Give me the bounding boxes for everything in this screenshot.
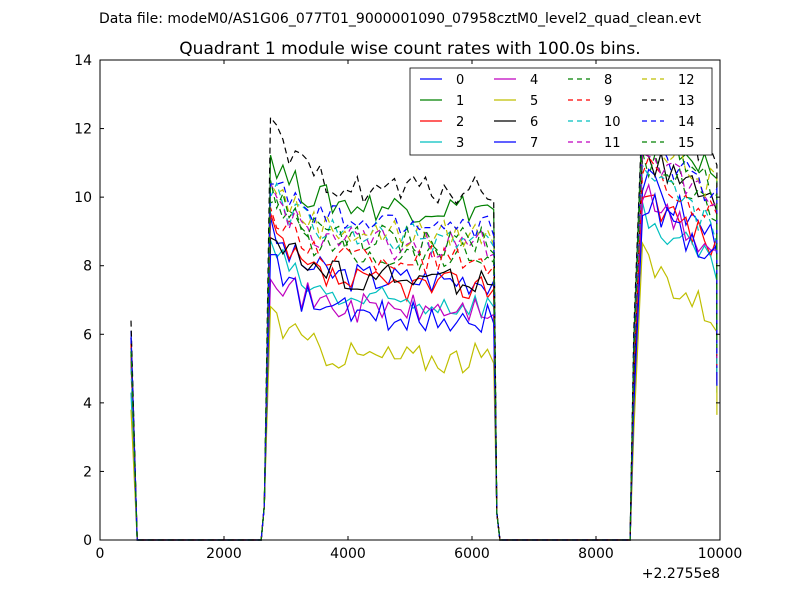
legend-label: 9 [604,94,612,109]
figure-suptitle: Data file: modeM0/AS1G06_077T01_90000010… [99,11,701,27]
legend-label: 3 [456,136,464,151]
chart-title: Quadrant 1 module wise count rates with … [179,39,640,59]
series-line-13 [130,91,718,541]
series-line-11 [130,152,718,541]
series-line-9 [130,155,718,541]
legend-label: 5 [530,94,538,109]
y-tick-label: 4 [83,396,92,412]
legend-label: 2 [456,115,464,130]
series-line-4 [130,182,718,541]
y-tick-label: 0 [83,533,92,549]
series-line-15 [130,121,718,541]
x-tick-label: 8000 [578,546,614,562]
series-line-10 [130,163,718,541]
legend-label: 6 [530,115,538,130]
y-tick-label: 12 [74,122,92,138]
legend-label: 10 [604,115,621,130]
legend-label: 8 [604,73,612,88]
legend-label: 4 [530,73,538,88]
series-layer [130,91,718,541]
legend-label: 13 [678,94,695,109]
legend-label: 15 [678,136,695,151]
series-line-12 [130,120,718,541]
y-tick-label: 2 [83,464,92,480]
x-offset-label: +2.2755e8 [642,566,720,582]
plot-frame [99,59,721,541]
series-line-5 [130,241,718,541]
y-tick-label: 14 [74,53,92,69]
legend-label: 7 [530,136,538,151]
legend-label: 14 [678,115,695,130]
y-tick-label: 6 [83,327,92,343]
series-line-7 [130,192,718,541]
x-tick-label: 2000 [206,546,242,562]
series-line-6 [130,151,718,541]
series-line-2 [130,194,718,541]
legend-label: 1 [456,94,464,109]
legend-label: 11 [604,136,621,151]
x-tick-label: 6000 [454,546,490,562]
legend-label: 0 [456,73,464,88]
y-tick-label: 8 [83,259,92,275]
x-tick-label: 0 [96,546,105,562]
x-tick-label: 10000 [698,546,743,562]
y-tick-label: 10 [74,190,92,206]
legend-label: 12 [678,73,695,88]
x-tick-label: 4000 [330,546,366,562]
legend-box [409,67,713,156]
